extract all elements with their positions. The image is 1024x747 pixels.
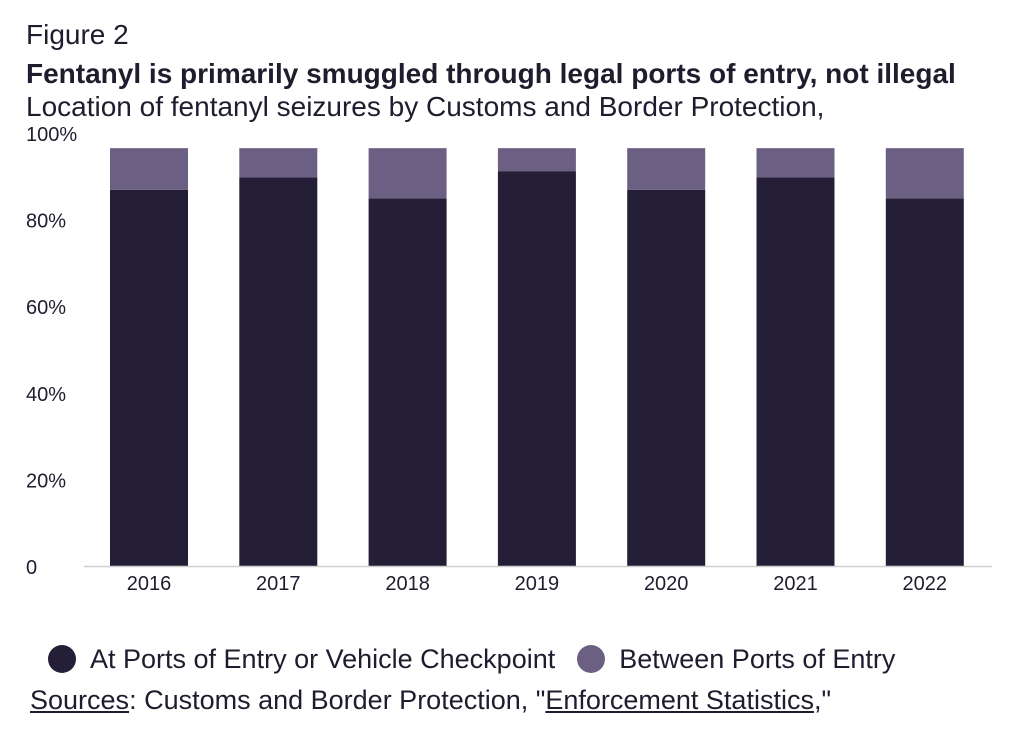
x-tick-label: 2019 — [515, 573, 560, 595]
stacked-bar-chart: 0 20% 40% 60% 80% 100% 2016 2017 2018 2019 2020 202… — [26, 124, 992, 595]
source-note: Sources: Customs and Border Protection, … — [30, 682, 831, 718]
bar-ports-of-entry — [110, 189, 188, 566]
y-tick-label: 20% — [26, 470, 66, 492]
legend-label-ports: At Ports of Entry or Vehicle Checkpoint — [90, 644, 556, 674]
legend-label-between: Between Ports of Entry — [619, 644, 896, 674]
bar-ports-of-entry — [885, 198, 964, 567]
y-tick-label: 100% — [26, 124, 77, 146]
x-tick-label: 2021 — [773, 573, 818, 595]
x-tick-label: 2022 — [903, 573, 948, 595]
x-tick-label: 2020 — [644, 573, 689, 595]
legend-item-between: Between Ports of Entry — [577, 641, 895, 677]
source-suffix: ," — [813, 685, 832, 715]
legend-dot-ports — [48, 645, 76, 673]
bar-ports-of-entry — [627, 189, 706, 566]
bar-ports-of-entry — [368, 198, 447, 567]
bar-ports-of-entry — [756, 177, 835, 566]
legend: At Ports of Entry or Vehicle Checkpoint … — [48, 641, 917, 677]
legend-dot-between — [577, 645, 606, 673]
x-tick-label: 2018 — [385, 573, 430, 595]
chart-title: Fentanyl is primarily smuggled through l… — [26, 58, 956, 89]
x-tick-label: 2016 — [127, 573, 172, 595]
y-tick-label: 60% — [26, 297, 66, 319]
y-tick-label: 40% — [26, 384, 66, 406]
source-text: : Customs and Border Protection, " — [129, 685, 546, 715]
bar-ports-of-entry — [239, 177, 318, 566]
figure-label: Figure 2 — [26, 19, 129, 50]
y-tick-label: 80% — [26, 211, 66, 233]
bar-between-ports — [756, 148, 835, 178]
bar-ports-of-entry — [497, 171, 576, 566]
bar-between-ports — [627, 148, 706, 190]
bar-between-ports — [368, 148, 447, 199]
legend-item-ports: At Ports of Entry or Vehicle Checkpoint — [48, 641, 555, 677]
bar-between-ports — [239, 148, 318, 178]
x-tick-label: 2017 — [256, 573, 301, 595]
bar-between-ports — [110, 148, 188, 190]
bar-between-ports — [497, 148, 576, 172]
bar-between-ports — [885, 148, 964, 199]
y-tick-label: 0 — [26, 557, 37, 579]
enforcement-statistics-link[interactable]: Enforcement Statistics — [545, 685, 814, 715]
sources-link[interactable]: Sources — [30, 685, 130, 715]
chart-subtitle: Location of fentanyl seizures by Customs… — [26, 91, 825, 122]
